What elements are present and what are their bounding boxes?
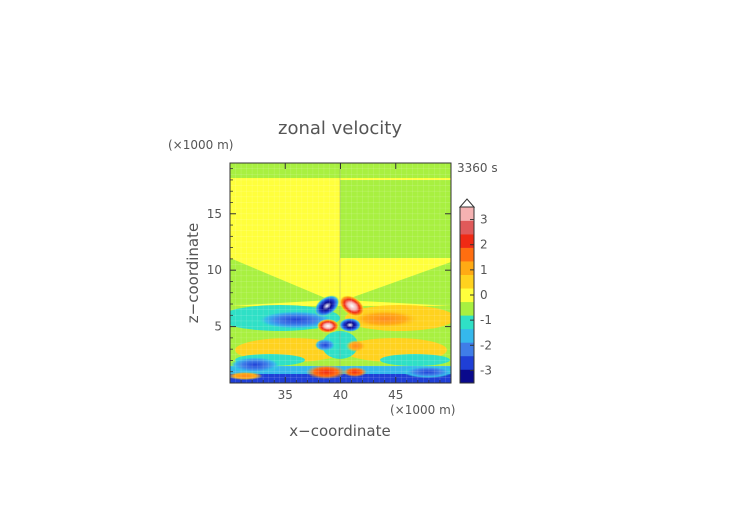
colorbar-segment xyxy=(460,342,474,357)
field-surface-red-jet-2 xyxy=(343,367,367,377)
colorbar-tick-label: 3 xyxy=(480,213,488,227)
y-axis-label: z−coordinate xyxy=(184,223,202,323)
field-low-cyan-right xyxy=(380,354,450,366)
vortex-mid-left xyxy=(315,339,335,351)
colorbar-segment xyxy=(460,247,474,262)
vortex-upper-right xyxy=(339,295,365,317)
axes: 35 40 45 5 10 15 xyxy=(207,163,451,402)
x-tick-label: 35 xyxy=(278,388,293,402)
vortex-lower-right xyxy=(339,318,361,332)
field-surface-blue-right xyxy=(403,366,451,378)
colorbar-segment xyxy=(460,355,474,370)
field-surface-blue-left xyxy=(230,357,280,373)
x-tick-label: 40 xyxy=(333,388,348,402)
colorbar-tick-label: -3 xyxy=(480,363,492,377)
colorbar-segment xyxy=(460,207,474,221)
colorbar-tick-label: 0 xyxy=(480,288,488,302)
colorbar-tick-label: -1 xyxy=(480,313,492,327)
colorbar-segment xyxy=(460,315,474,330)
y-unit-label: (×1000 m) xyxy=(168,138,233,152)
x-axis-label: x−coordinate xyxy=(289,422,390,440)
time-label: 3360 s xyxy=(457,161,498,175)
colorbar-extend-triangle xyxy=(458,198,476,208)
y-tick-label: 10 xyxy=(207,263,222,277)
colorbar: 3 2 1 0 -1 -2 -3 xyxy=(458,198,492,384)
vortex-upper-left xyxy=(314,295,340,317)
colorbar-segment xyxy=(460,234,474,248)
colorbar-segment xyxy=(460,301,474,316)
vortex-lower-left xyxy=(317,319,339,333)
colorbar-tick-label: 1 xyxy=(480,263,488,277)
y-tick-label: 5 xyxy=(214,320,222,334)
x-tick-label: 45 xyxy=(388,388,403,402)
colorbar-segment xyxy=(460,369,474,384)
colorbar-tick-label: -2 xyxy=(480,338,492,352)
vortex-mid-right xyxy=(346,340,366,352)
colorbar-segment xyxy=(460,274,474,289)
colorbar-segment xyxy=(460,288,474,303)
field-upper-right-green xyxy=(340,178,451,258)
x-unit-label: (×1000 m) xyxy=(390,403,455,417)
colorbar-segment xyxy=(460,261,474,275)
field-left-green-wedge xyxy=(230,258,330,306)
y-tick-label: 15 xyxy=(207,207,222,221)
field-top-line xyxy=(230,178,451,180)
velocity-field xyxy=(230,163,451,383)
colorbar-segment xyxy=(460,220,474,235)
chart-title: zonal velocity xyxy=(278,118,402,139)
field-right-orange-jet xyxy=(350,310,420,328)
colorbar-tick-label: 2 xyxy=(480,238,488,252)
colorbar-segment xyxy=(460,328,474,343)
grid xyxy=(230,163,451,383)
field-surface-orange xyxy=(230,372,263,380)
field-surface-red-jet xyxy=(306,365,346,379)
field-left-blue-jet xyxy=(258,311,334,329)
field-right-green-wedge xyxy=(345,262,451,306)
